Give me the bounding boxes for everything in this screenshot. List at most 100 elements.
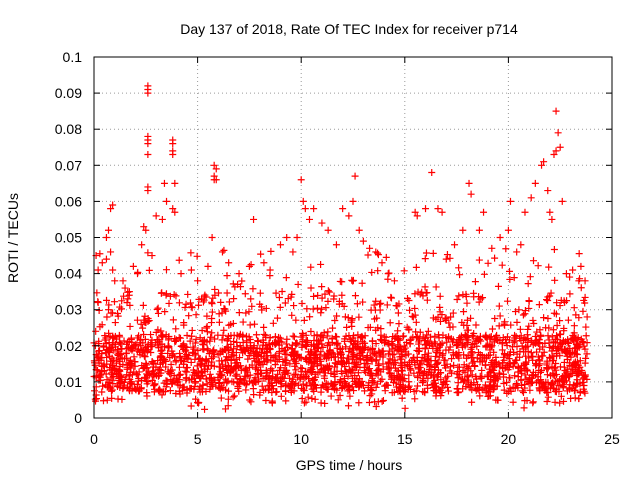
data-point — [510, 274, 518, 282]
data-point — [294, 280, 302, 288]
data-point — [334, 339, 342, 347]
y-tick-label: 0.03 — [55, 302, 82, 318]
data-point — [289, 381, 297, 389]
data-point — [347, 318, 355, 326]
data-point — [212, 165, 220, 173]
data-point — [158, 289, 166, 297]
data-point — [159, 388, 167, 396]
data-point — [172, 336, 180, 344]
data-point — [254, 337, 262, 345]
data-point — [498, 346, 506, 354]
data-point — [349, 277, 357, 285]
data-point — [511, 337, 519, 345]
data-point — [393, 367, 401, 375]
data-point — [170, 291, 178, 299]
data-point — [405, 325, 413, 333]
data-point — [476, 351, 484, 359]
data-point — [169, 316, 177, 324]
data-point — [202, 324, 210, 332]
data-point — [142, 226, 150, 234]
data-point — [291, 358, 299, 366]
data-point — [471, 362, 479, 370]
data-point — [197, 360, 205, 368]
data-point — [307, 284, 315, 292]
data-point — [274, 370, 282, 378]
data-point — [265, 341, 273, 349]
data-point — [225, 387, 233, 395]
data-point — [150, 382, 158, 390]
data-point — [460, 361, 468, 369]
data-point — [312, 384, 320, 392]
data-point — [409, 313, 417, 321]
data-point — [330, 292, 338, 300]
data-point — [160, 179, 168, 187]
data-point — [124, 295, 132, 303]
data-point — [525, 354, 533, 362]
data-point — [311, 395, 319, 403]
data-point — [384, 270, 392, 278]
data-point — [221, 346, 229, 354]
data-point — [387, 294, 395, 302]
data-point — [333, 367, 341, 375]
data-point — [300, 386, 308, 394]
data-point — [336, 379, 344, 387]
data-point — [377, 299, 385, 307]
data-point — [144, 315, 152, 323]
data-point — [435, 334, 443, 342]
data-point — [575, 395, 583, 403]
data-point — [320, 372, 328, 380]
data-point — [532, 379, 540, 387]
data-point — [377, 377, 385, 385]
data-point — [540, 380, 548, 388]
data-point — [95, 306, 103, 314]
data-point — [365, 379, 373, 387]
data-point — [194, 398, 202, 406]
data-point — [453, 338, 461, 346]
data-point — [230, 338, 238, 346]
data-point — [243, 337, 251, 345]
data-point — [194, 367, 202, 375]
data-point — [242, 386, 250, 394]
data-point — [282, 274, 290, 282]
data-point — [551, 398, 559, 406]
data-point — [368, 369, 376, 377]
y-tick-label: 0.02 — [55, 338, 82, 354]
data-point — [317, 260, 325, 268]
data-point — [283, 234, 291, 241]
data-point — [324, 342, 332, 349]
data-point — [256, 289, 264, 297]
data-point — [275, 349, 283, 357]
y-tick-label: 0.07 — [55, 157, 82, 173]
data-point — [245, 308, 253, 316]
data-point — [114, 351, 122, 359]
data-point — [112, 340, 120, 348]
data-point — [290, 371, 298, 379]
data-point — [471, 278, 479, 286]
data-point — [233, 338, 241, 346]
data-point — [109, 346, 117, 354]
data-point — [374, 249, 382, 257]
data-point — [453, 296, 461, 304]
y-tick-label: 0.09 — [55, 85, 82, 101]
data-point — [411, 208, 419, 216]
data-point — [259, 360, 267, 368]
data-point — [543, 371, 551, 379]
data-point — [367, 385, 375, 393]
data-point — [556, 317, 564, 325]
data-point — [277, 392, 285, 400]
data-point — [379, 347, 387, 355]
data-point — [406, 340, 414, 348]
data-point — [270, 339, 278, 347]
data-point — [556, 376, 564, 384]
data-point — [442, 374, 450, 382]
data-point — [171, 179, 179, 187]
data-point — [484, 373, 492, 381]
data-point — [230, 295, 238, 303]
data-point — [107, 374, 115, 382]
data-point — [278, 345, 286, 353]
data-point — [263, 358, 271, 366]
data-point — [281, 299, 289, 307]
data-point — [285, 374, 293, 382]
data-point — [361, 343, 369, 351]
data-point — [262, 397, 270, 405]
